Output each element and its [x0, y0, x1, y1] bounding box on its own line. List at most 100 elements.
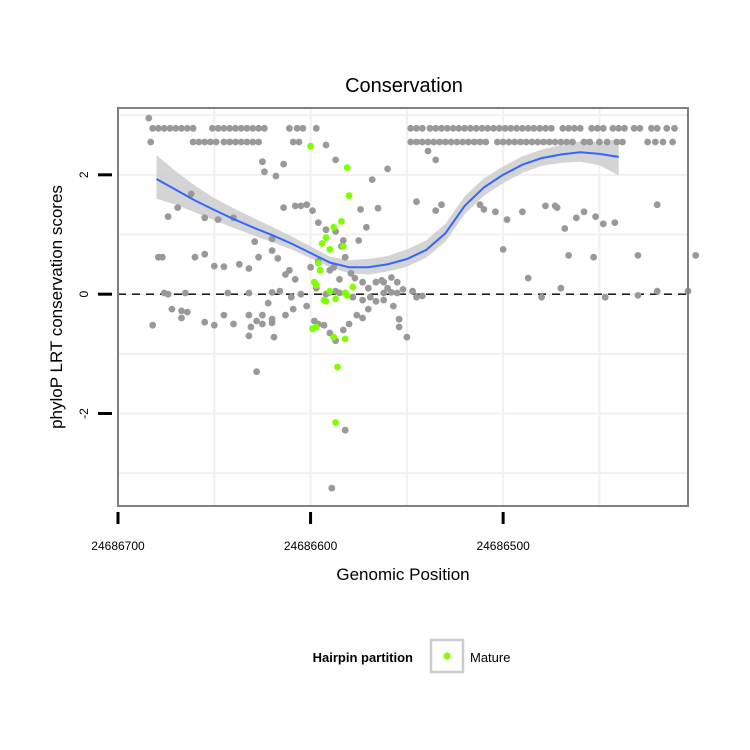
data-point — [232, 124, 239, 132]
data-point — [659, 138, 667, 146]
data-point — [476, 138, 484, 146]
data-point — [395, 323, 403, 331]
legend-label-mature: Mature — [470, 650, 510, 665]
data-point — [189, 138, 197, 146]
data-point — [511, 138, 519, 146]
mature-data-point — [318, 240, 326, 247]
data-point — [272, 172, 280, 180]
data-point — [494, 138, 501, 146]
data-point — [209, 124, 216, 132]
data-point — [663, 124, 671, 132]
data-point — [195, 138, 203, 146]
mature-data-point — [326, 287, 334, 295]
data-point — [388, 289, 395, 296]
data-point — [291, 202, 299, 210]
data-point — [287, 293, 295, 301]
data-point — [293, 124, 301, 132]
data-point — [594, 124, 601, 132]
data-point — [220, 124, 228, 132]
data-point — [149, 321, 157, 329]
data-point — [187, 190, 195, 198]
data-point — [357, 206, 364, 213]
data-point — [534, 138, 542, 146]
data-point — [470, 138, 478, 146]
data-point — [299, 124, 307, 132]
data-point — [255, 253, 262, 261]
data-point — [580, 208, 588, 216]
data-point — [611, 219, 619, 227]
data-point — [671, 124, 678, 132]
data-point — [347, 269, 355, 277]
data-point — [590, 253, 597, 261]
data-point — [210, 262, 218, 270]
data-point — [384, 165, 391, 173]
data-point — [455, 124, 463, 132]
data-point — [499, 138, 507, 146]
data-point — [224, 289, 232, 297]
data-point — [426, 124, 434, 132]
data-point — [341, 253, 349, 261]
data-point — [330, 263, 338, 271]
data-point — [259, 320, 266, 328]
mature-data-point — [316, 266, 324, 274]
data-point — [653, 201, 661, 209]
x-axis: 24686700 24686600 24686500 — [91, 512, 530, 553]
data-point — [519, 208, 526, 216]
data-point — [168, 305, 176, 313]
data-point — [232, 138, 239, 146]
x-tick-label: 24686600 — [284, 539, 338, 553]
data-point — [183, 308, 191, 316]
mature-data-point — [326, 246, 334, 253]
data-point — [372, 278, 380, 286]
data-point — [599, 124, 607, 132]
data-point — [692, 252, 700, 259]
data-point — [571, 124, 578, 132]
data-point — [309, 207, 316, 215]
data-point — [207, 138, 214, 146]
data-point — [530, 124, 538, 132]
data-point — [235, 260, 243, 268]
data-point — [484, 124, 492, 132]
data-point — [268, 315, 276, 323]
data-point — [557, 284, 565, 292]
data-point — [476, 201, 484, 209]
data-point — [237, 138, 245, 146]
data-point — [424, 147, 432, 155]
mature-data-point — [332, 295, 339, 303]
data-point — [519, 124, 526, 132]
data-point — [449, 124, 457, 132]
mature-data-point — [341, 335, 349, 343]
data-point — [214, 124, 222, 132]
data-point — [442, 138, 449, 146]
data-point — [155, 124, 162, 132]
data-point — [542, 124, 549, 132]
smooth-curve — [156, 151, 619, 269]
data-point — [413, 293, 420, 301]
mature-data-point — [312, 281, 320, 289]
data-point — [249, 138, 257, 146]
data-point — [380, 278, 388, 286]
data-point — [183, 124, 191, 132]
data-point — [409, 287, 416, 295]
data-point — [609, 124, 617, 132]
data-point — [407, 124, 415, 132]
data-point — [336, 289, 343, 297]
mature-data-point — [330, 333, 338, 341]
data-point — [174, 204, 182, 212]
data-point — [332, 156, 339, 164]
data-point — [220, 263, 228, 271]
mature-data-point — [338, 218, 345, 225]
data-point — [599, 220, 607, 228]
data-point — [432, 156, 440, 164]
data-point — [214, 216, 222, 224]
data-point — [359, 278, 366, 286]
data-point — [220, 311, 228, 319]
mature-data-point — [332, 419, 339, 426]
legend-key-mature-point — [443, 652, 451, 660]
data-point — [413, 138, 420, 146]
data-point — [286, 266, 293, 274]
panel-border — [117, 107, 689, 507]
smooth-curve-group — [156, 151, 619, 269]
data-point — [615, 124, 623, 132]
data-point — [353, 311, 361, 319]
